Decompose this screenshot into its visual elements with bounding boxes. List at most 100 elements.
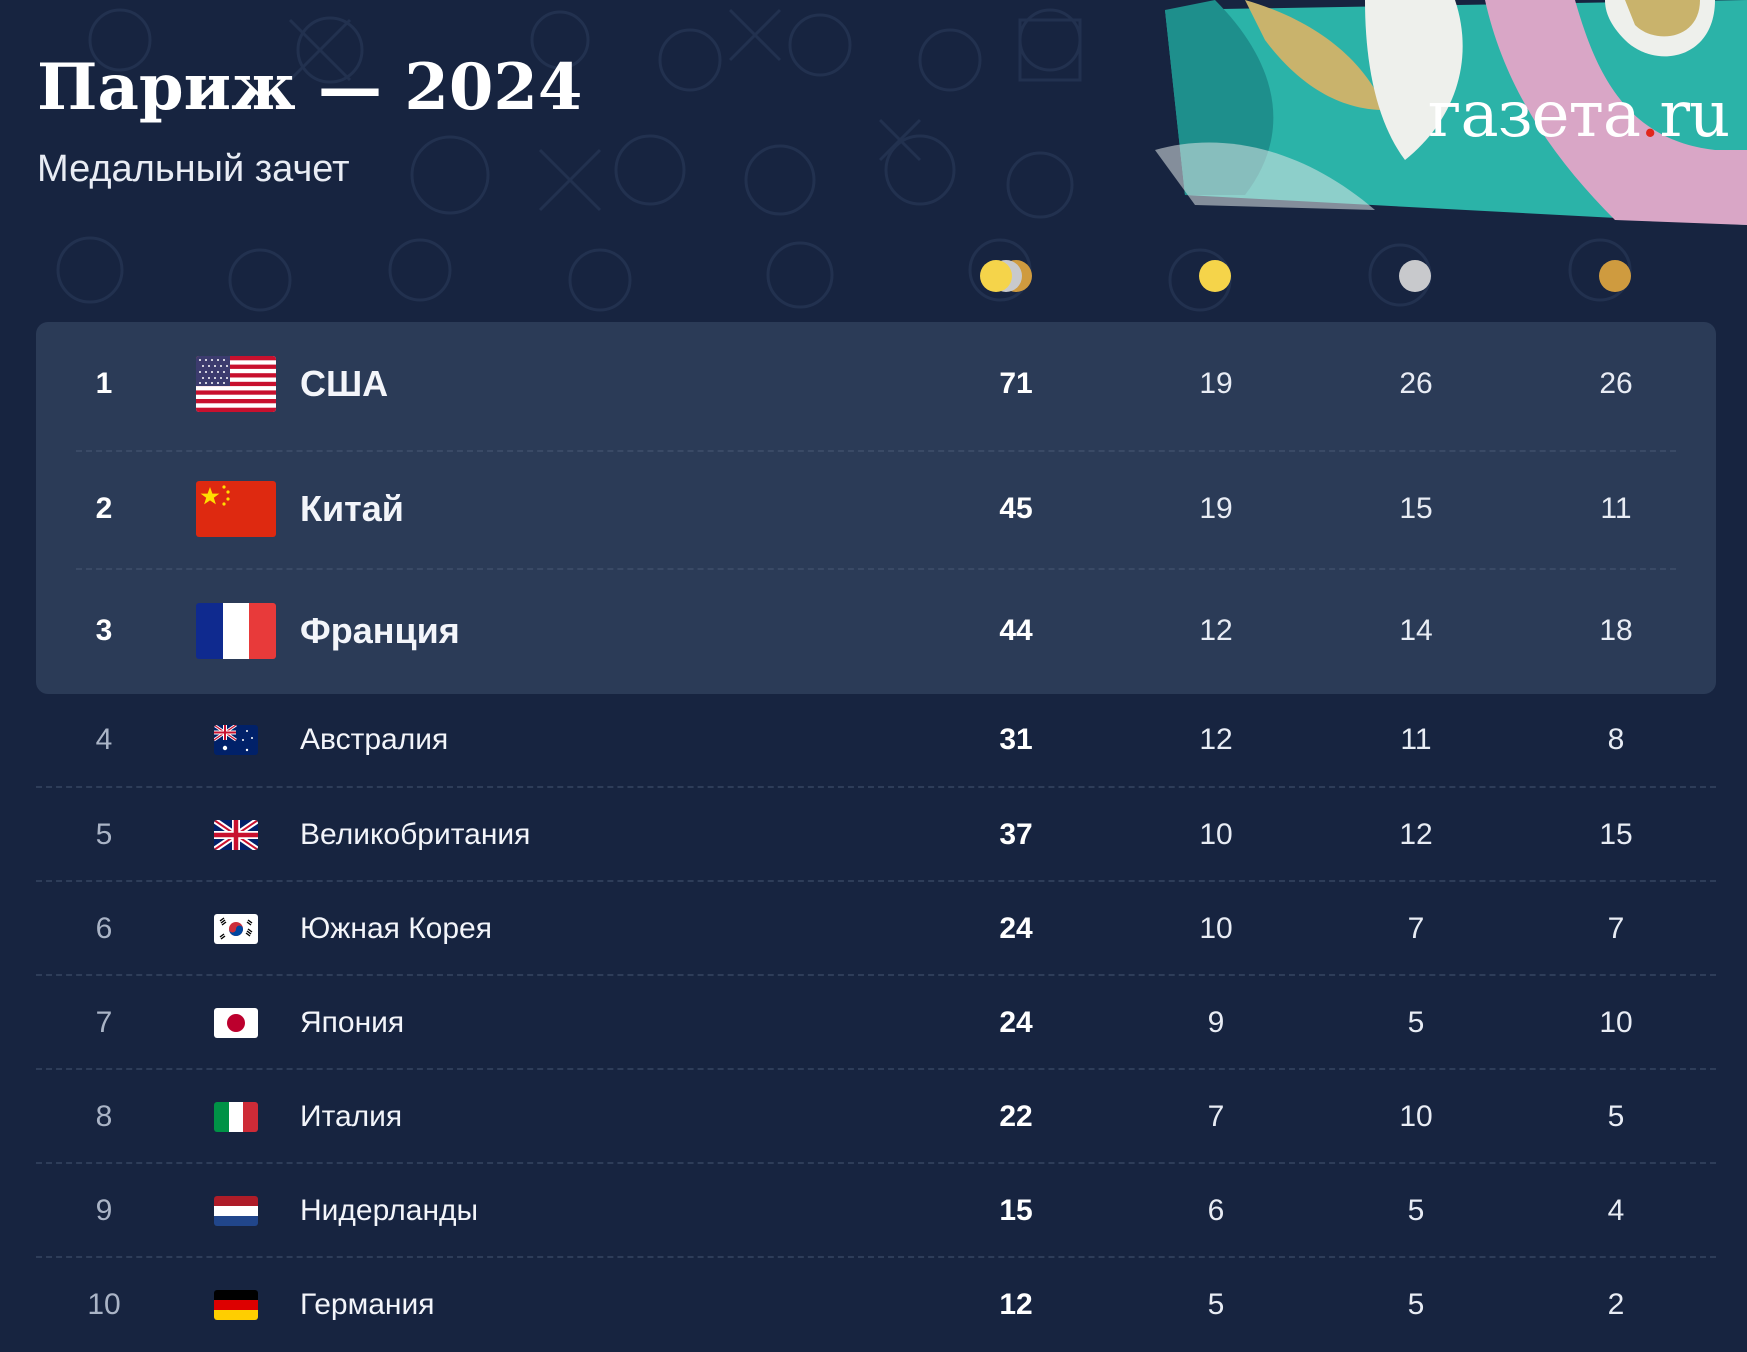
rank: 4 — [95, 723, 113, 756]
silver-medals: 12 — [1399, 818, 1433, 851]
rank: 3 — [95, 614, 113, 647]
table-row[interactable]: 3 Франция 44 12 14 18 — [36, 568, 1716, 694]
table-row[interactable]: 7 Япония 24 9 5 10 — [36, 976, 1716, 1070]
table-row[interactable]: 5 Великобритания 37 10 12 15 — [36, 788, 1716, 882]
country-name: США — [300, 363, 389, 404]
total-medals: 12 — [999, 1288, 1033, 1321]
gold-medals: 12 — [1199, 723, 1233, 756]
table-row[interactable]: 6 Южная Корея 24 10 7 7 — [36, 882, 1716, 976]
gold-medal-icon — [1199, 260, 1231, 292]
country-flag — [176, 568, 296, 694]
table-row[interactable]: 10 Германия 12 5 5 2 — [36, 1258, 1716, 1352]
silver-medals: 5 — [1407, 1288, 1425, 1321]
gold-column-header[interactable] — [1199, 258, 1233, 294]
total-medals: 15 — [999, 1194, 1033, 1227]
table-row[interactable]: 4 Австралия 31 12 11 8 — [36, 694, 1716, 786]
bronze-medals: 5 — [1607, 1100, 1625, 1133]
silver-medals: 11 — [1400, 723, 1432, 756]
gold-medals: 5 — [1207, 1288, 1225, 1321]
country-name: Франция — [300, 610, 460, 651]
germany-flag-icon — [214, 1290, 258, 1320]
gold-medals: 9 — [1207, 1006, 1225, 1039]
silver-medals: 15 — [1399, 492, 1433, 525]
bronze-medals: 10 — [1599, 1006, 1633, 1039]
row-divider — [76, 450, 1676, 452]
uk-flag-icon — [214, 820, 258, 850]
silver-medals: 14 — [1399, 614, 1433, 647]
rank: 1 — [95, 367, 113, 400]
country-name: Австралия — [300, 723, 449, 756]
medals-total-gold-part — [980, 260, 1012, 292]
silver-medals: 7 — [1407, 912, 1425, 945]
page-subtitle: Медальный зачет — [37, 148, 350, 190]
country-name: Южная Корея — [300, 912, 492, 945]
country-flag — [176, 976, 296, 1070]
rank: 5 — [95, 818, 113, 851]
row-divider — [36, 880, 1716, 882]
bronze-medal-icon — [1599, 260, 1631, 292]
row-divider — [36, 1256, 1716, 1258]
row-divider — [36, 974, 1716, 976]
table-row[interactable]: 9 Нидерланды 15 6 5 4 — [36, 1164, 1716, 1258]
country-flag — [176, 694, 296, 786]
page-title: Париж — 2024 — [37, 50, 583, 125]
row-divider — [36, 1068, 1716, 1070]
silver-medal-icon — [1399, 260, 1431, 292]
japan-flag-icon — [214, 1008, 258, 1038]
silver-medals: 26 — [1399, 367, 1433, 400]
total-medals: 24 — [999, 912, 1033, 945]
country-name: Германия — [300, 1288, 435, 1321]
bronze-medals: 4 — [1607, 1194, 1625, 1227]
logo-main-text: газета — [1428, 78, 1641, 152]
rank: 2 — [95, 492, 113, 525]
total-medals: 37 — [999, 818, 1033, 851]
total-medals: 71 — [999, 367, 1033, 400]
silver-medals: 5 — [1407, 1194, 1425, 1227]
row-divider — [36, 786, 1716, 788]
country-name: Япония — [300, 1006, 405, 1039]
table-row[interactable]: 8 Италия 22 7 10 5 — [36, 1070, 1716, 1164]
logo-dot: . — [1640, 78, 1660, 152]
row-divider — [36, 1162, 1716, 1164]
total-medals: 44 — [999, 614, 1033, 647]
total-medals: 24 — [999, 1006, 1033, 1039]
gold-medals: 6 — [1207, 1194, 1225, 1227]
silver-medals: 5 — [1407, 1006, 1425, 1039]
bronze-medals: 18 — [1599, 614, 1633, 647]
rank: 10 — [87, 1288, 121, 1321]
table-row[interactable]: 1 США 71 19 — [36, 322, 1716, 446]
country-flag — [176, 788, 296, 882]
country-flag — [176, 450, 296, 568]
usa-flag-icon — [196, 356, 276, 412]
row-divider — [76, 568, 1676, 570]
table-row[interactable]: 2 Китай 45 19 15 11 — [36, 450, 1716, 568]
gold-medals: 19 — [1199, 367, 1233, 400]
silver-medals: 10 — [1399, 1100, 1433, 1133]
gold-medals: 19 — [1199, 492, 1233, 525]
rank: 7 — [95, 1006, 113, 1039]
italy-flag-icon — [214, 1102, 258, 1132]
rank: 9 — [95, 1194, 113, 1227]
top-three-panel — [36, 322, 1716, 694]
gold-medals: 10 — [1199, 912, 1233, 945]
olympic-banner-graphic — [1155, 0, 1747, 225]
bronze-column-header[interactable] — [1599, 258, 1633, 294]
bronze-medals: 2 — [1607, 1288, 1625, 1321]
country-flag — [176, 1164, 296, 1258]
total-column-header[interactable] — [980, 258, 1052, 294]
bronze-medals: 8 — [1607, 723, 1625, 756]
silver-column-header[interactable] — [1399, 258, 1433, 294]
france-flag-icon — [196, 603, 276, 659]
south-korea-flag-icon — [214, 914, 258, 944]
gazeta-logo[interactable]: газета.ru — [1428, 78, 1730, 152]
rank: 8 — [95, 1100, 113, 1133]
country-flag — [176, 1070, 296, 1164]
gold-medals: 7 — [1207, 1100, 1225, 1133]
country-flag — [176, 322, 296, 446]
total-medals: 22 — [999, 1100, 1033, 1133]
bronze-medals: 11 — [1600, 492, 1632, 525]
australia-flag-icon — [214, 725, 258, 755]
logo-tld-text: ru — [1659, 78, 1730, 152]
country-name: Италия — [300, 1100, 403, 1133]
bronze-medals: 15 — [1599, 818, 1633, 851]
